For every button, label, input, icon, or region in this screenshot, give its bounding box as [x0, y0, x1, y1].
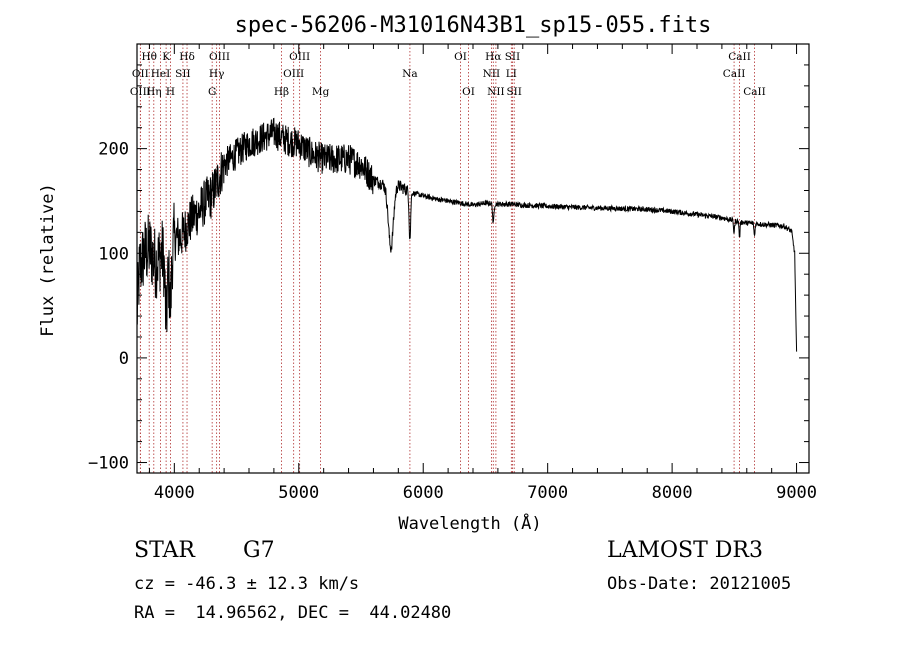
line-label-1: OII: [132, 68, 149, 80]
line-label-0: Hθ: [141, 51, 156, 63]
coordinates: RA = 14.96562, DEC = 44.02480: [134, 603, 452, 623]
line-label-5: Hη: [146, 86, 161, 98]
plot-frame: [136, 43, 810, 474]
line-label-21: NII: [487, 86, 504, 98]
line-label-22: SII: [505, 51, 521, 63]
line-label-26: CaII: [723, 68, 746, 80]
line-label-9: OIII: [209, 51, 230, 63]
chart-title: spec-56206-M31016N43B1_sp15-055.fits: [235, 13, 712, 38]
line-label-3: K: [162, 51, 170, 63]
x-tick-label-4000: 4000: [154, 483, 195, 503]
spectrum-line: [136, 117, 798, 352]
line-label-18: OI: [462, 86, 475, 98]
x-tick-label-9000: 9000: [776, 483, 817, 503]
x-axis-label: Wavelength (Å): [398, 512, 541, 534]
line-label-10: Hγ: [209, 68, 224, 80]
x-tick-label-7000: 7000: [527, 483, 568, 503]
line-label-17: OI: [454, 51, 467, 63]
line-label-14: Hβ: [274, 86, 289, 98]
line-label-23: LI: [506, 68, 517, 80]
y-tick-label-0: 0: [119, 349, 129, 369]
line-label-15: Mg: [312, 86, 330, 98]
line-label-27: CaII: [743, 86, 766, 98]
y-tick-label-100: 100: [98, 244, 129, 264]
line-label-24: SII: [506, 86, 522, 98]
x-tick-label-5000: 5000: [278, 483, 319, 503]
y-tick-label-200: 200: [98, 140, 129, 160]
obs-date: Obs-Date: 20121005: [607, 574, 792, 594]
line-label-8: H: [166, 86, 175, 98]
x-tick-label-8000: 8000: [652, 483, 693, 503]
line-label-4: HeI: [151, 68, 171, 80]
object-subclass: G7: [243, 538, 275, 563]
line-label-7: SII: [175, 68, 191, 80]
line-markers: [139, 44, 755, 473]
axis-ticks: 4000 5000 6000 7000 8000 9000 −100 0 100 200: [88, 44, 817, 503]
line-label-20: NII: [483, 68, 500, 80]
line-label-19: Hα: [485, 51, 501, 63]
line-label-6: Hδ: [179, 51, 194, 63]
y-axis-label: Flux (relative): [38, 183, 58, 337]
line-label-12: OIII: [289, 51, 310, 63]
line-label-25: CaII: [728, 51, 751, 63]
line-label-16: Na: [402, 68, 417, 80]
object-class: STAR: [134, 538, 195, 563]
x-tick-label-6000: 6000: [403, 483, 444, 503]
line-label-13: OIII: [283, 68, 304, 80]
line-label-2: OIII: [130, 86, 151, 98]
survey-name: LAMOST DR3: [607, 538, 763, 563]
y-tick-label--100: −100: [88, 454, 129, 474]
line-label-11: G: [208, 86, 216, 98]
redshift-value: cz = -46.3 ± 12.3 km/s: [134, 574, 360, 594]
